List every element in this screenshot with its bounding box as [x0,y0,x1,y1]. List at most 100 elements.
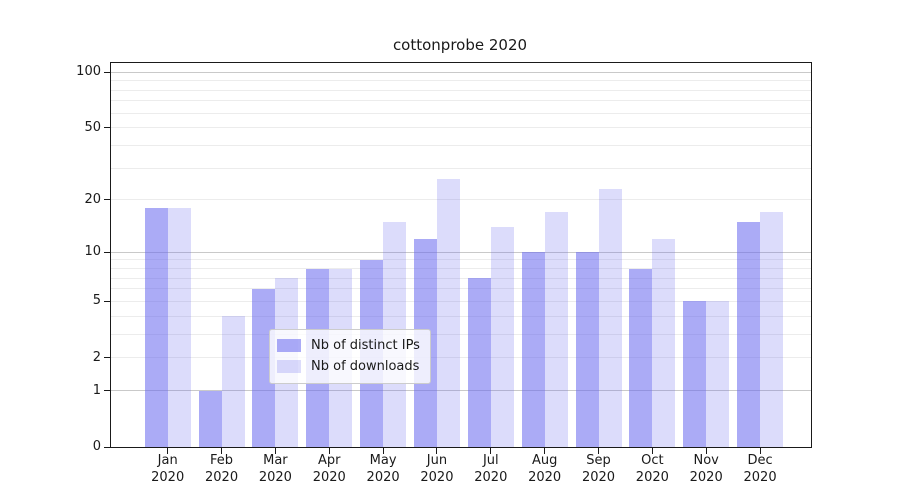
y-tick-mark [104,127,110,129]
x-tick-month: Feb [210,453,234,468]
gridline-minor [111,127,811,129]
x-tick-mark [651,448,653,454]
bar-downloads-feb [221,316,245,447]
gridline-minor [111,100,811,102]
x-tick-year: 2020 [581,469,616,485]
x-tick-mark [544,448,546,454]
gridline-minor [111,300,811,302]
gridline-minor [111,288,811,290]
x-tick-year: 2020 [205,469,239,485]
y-tick-label: 20 [84,191,101,207]
bar-downloads-jan [167,207,191,447]
x-tick-month: Jul [482,453,499,468]
gridline-major [111,390,811,392]
bar-distinct-ips-dec [737,221,761,447]
x-tick-month: Nov [693,453,719,468]
x-tick-year: 2020 [528,469,562,485]
y-tick-mark [104,357,110,359]
legend-label-distinct-ips: Nb of distinct IPs [311,338,420,353]
gridline-minor [111,112,811,114]
plot-area: 0 1 2 5 10 20 50 100 Jan 2020 Feb 2020 Mar 2020 Apr 202… [76,62,812,485]
gridline-major [111,71,811,73]
bar-distinct-ips-jul [467,278,491,447]
bar-downloads-jun [436,179,460,447]
gridline-minor [111,80,811,82]
bar-downloads-jul [490,227,514,447]
chart-title: cottonprobe 2020 [392,36,528,54]
x-tick-month: Dec [747,453,773,468]
y-tick-mark [104,199,110,201]
gridline-minor [111,259,811,261]
x-tick-year: 2020 [474,469,508,485]
bar-distinct-ips-mar [252,288,276,447]
y-tick-label: 0 [92,439,101,454]
y-tick-mark [104,390,110,392]
bar-downloads-aug [544,212,568,447]
x-tick-mark [436,448,438,454]
gridline-minor [111,333,811,335]
x-tick-mark [328,448,330,454]
x-tick-mark [167,448,169,454]
gridline-minor [111,357,811,359]
x-tick-label: Jun 2020 [409,453,465,486]
gridline-minor [111,199,811,201]
bar-downloads-sep [598,188,622,447]
legend-swatch-distinct-ips [277,339,301,352]
y-tick-mark [104,251,110,253]
gridline-minor [111,167,811,169]
legend-item-distinct-ips: Nb of distinct IPs [277,335,420,356]
x-tick-month: Sep [586,453,611,468]
x-tick-month: May [369,453,397,468]
gridline-minor [111,89,811,91]
x-tick-year: 2020 [743,469,777,485]
x-tick-label: Nov 2020 [678,453,734,486]
bar-distinct-ips-jan [144,207,168,447]
x-tick-year: 2020 [689,469,723,485]
legend-swatch-downloads [277,360,301,373]
bar-downloads-oct [652,238,676,447]
x-tick-mark [274,448,276,454]
bar-distinct-ips-aug [521,252,545,447]
legend: Nb of distinct IPs Nb of downloads [269,329,431,384]
x-tick-mark [759,448,761,454]
x-tick-year: 2020 [635,469,669,485]
legend-label-downloads: Nb of downloads [311,359,420,374]
x-tick-mark [382,448,384,454]
bar-downloads-nov [706,301,730,447]
x-tick-label: Apr 2020 [301,453,357,486]
x-tick-month: Aug [531,453,558,468]
y-tick-label: 10 [84,244,101,260]
y-tick-label: 1 [92,382,101,398]
y-tick-mark [104,71,110,73]
x-tick-label: Oct 2020 [624,453,680,486]
legend-item-downloads: Nb of downloads [277,356,420,377]
x-tick-label: Dec 2020 [732,453,788,486]
x-tick-month: Jan [157,453,178,468]
x-tick-month: Jun [426,453,448,468]
x-tick-label: May 2020 [355,453,411,486]
x-tick-year: 2020 [258,469,292,485]
gridline-minor [111,315,811,317]
x-tick-label: Jan 2020 [140,453,196,486]
x-tick-year: 2020 [366,469,400,485]
x-tick-month: Apr [318,453,341,468]
y-tick-label: 50 [84,119,101,135]
gridline-minor [111,277,811,279]
x-tick-label: Mar 2020 [247,453,303,486]
x-tick-year: 2020 [151,469,185,485]
x-tick-label: Jul 2020 [463,453,519,486]
y-tick-mark [104,300,110,302]
bar-distinct-ips-nov [683,301,707,447]
y-tick-label: 2 [92,349,101,365]
x-tick-label: Sep 2020 [571,453,627,486]
y-tick-label: 100 [76,64,101,80]
x-tick-mark [490,448,492,454]
gridline-major [111,251,811,253]
x-tick-year: 2020 [420,469,454,485]
bar-distinct-ips-sep [575,252,599,447]
x-tick-month: Mar [263,453,288,468]
gridline-minor [111,268,811,270]
y-tick-mark [104,446,110,448]
x-tick-month: Oct [641,453,664,468]
